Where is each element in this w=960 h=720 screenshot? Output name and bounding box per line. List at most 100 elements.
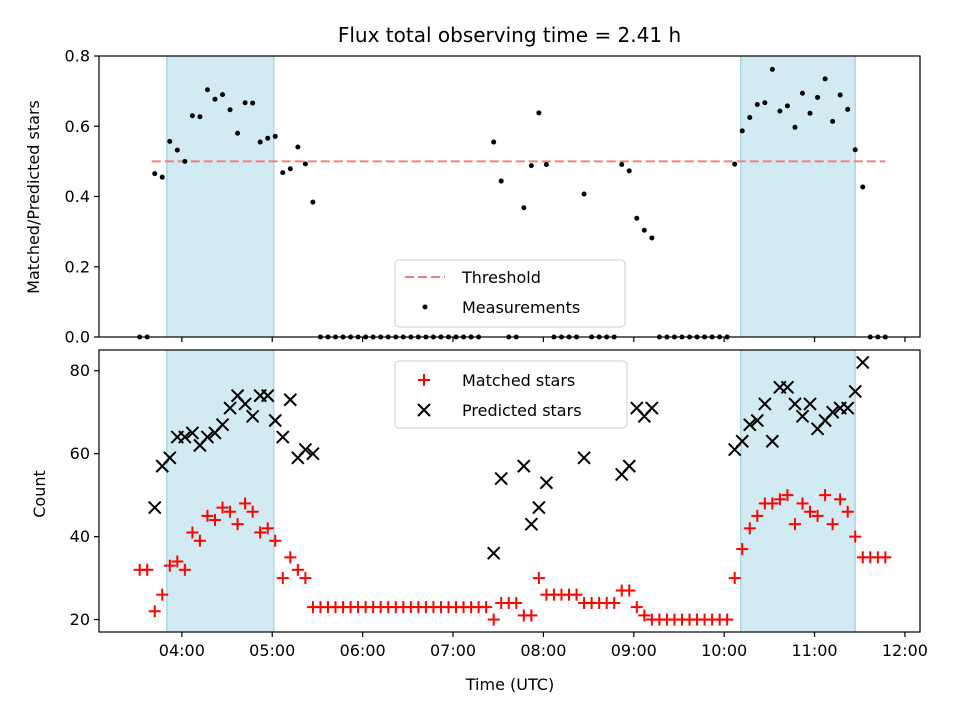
predicted-star-point xyxy=(223,401,237,415)
predicted-star-point xyxy=(298,442,313,457)
measurement-point xyxy=(272,133,278,139)
bottom-x-tick-label: 12:00 xyxy=(882,641,928,660)
measurement-point xyxy=(227,107,233,113)
bottom-x-tick-label: 05:00 xyxy=(249,641,295,660)
bottom-x-tick-label: 04:00 xyxy=(159,641,205,660)
observing-window-shade xyxy=(166,350,274,632)
top-y-tick-label: 0.4 xyxy=(65,187,90,206)
predicted-star-point xyxy=(539,475,554,490)
matched-star-point xyxy=(254,526,267,539)
measurement-point xyxy=(619,162,625,168)
top-y-tick-label: 0.6 xyxy=(65,117,90,136)
legend-measurements-swatch xyxy=(422,304,428,310)
measurement-point xyxy=(739,128,745,134)
predicted-star-point xyxy=(148,500,162,515)
measurement-point xyxy=(280,170,286,176)
matched-star-point xyxy=(246,505,259,518)
measurement-point xyxy=(732,161,738,167)
predicted-star-point xyxy=(268,413,282,428)
matched-star-point xyxy=(788,518,801,531)
matched-star-point xyxy=(721,613,734,626)
predicted-star-point xyxy=(758,397,772,411)
predicted-star-point xyxy=(803,397,817,411)
count-points-layer xyxy=(133,355,892,626)
matched-star-point xyxy=(276,572,289,585)
predicted-star-point xyxy=(517,459,531,473)
measurement-point xyxy=(197,114,203,120)
matched-star-point xyxy=(224,505,237,518)
matched-star-point xyxy=(834,493,847,506)
predicted-star-point xyxy=(825,405,840,419)
matched-star-point xyxy=(849,530,862,543)
measurement-point xyxy=(792,124,798,130)
predicted-star-point xyxy=(178,430,192,444)
measurement-point xyxy=(265,135,271,141)
measurement-point xyxy=(189,113,195,119)
bottom-x-tick-label: 06:00 xyxy=(340,641,386,660)
predicted-star-point xyxy=(750,413,765,428)
matched-star-point xyxy=(623,584,636,597)
legend-predicted-swatch xyxy=(417,403,431,417)
top-shaded-intervals xyxy=(166,56,856,337)
matched-star-point xyxy=(811,509,824,522)
predicted-star-point xyxy=(200,430,215,444)
matched-star-point xyxy=(186,526,199,539)
bottom-y-tick-label: 20 xyxy=(70,610,90,629)
predicted-star-point xyxy=(856,355,870,370)
matched-star-point xyxy=(743,522,756,535)
measurement-point xyxy=(822,76,828,82)
matched-star-point xyxy=(156,588,169,601)
matched-star-point xyxy=(570,588,583,601)
matched-star-point xyxy=(781,489,794,502)
matched-star-point xyxy=(638,609,651,622)
predicted-star-point xyxy=(283,393,298,407)
predicted-star-point xyxy=(780,380,795,395)
measurement-point xyxy=(762,100,768,106)
measurement-point xyxy=(581,191,587,197)
bottom-x-tick-label: 09:00 xyxy=(611,641,657,660)
measurement-point xyxy=(784,103,790,109)
matched-star-point xyxy=(163,559,176,572)
observing-window-shade xyxy=(740,350,856,632)
measurement-point xyxy=(543,162,549,168)
bottom-y-axis-ticks: 20 40 60 80 xyxy=(70,361,99,629)
matched-star-point xyxy=(216,501,229,514)
measurement-point xyxy=(174,147,180,153)
legend-matched-swatch xyxy=(418,374,430,386)
measurement-point xyxy=(649,235,655,241)
bottom-y-axis-label: Count xyxy=(30,470,49,518)
measurement-point xyxy=(302,161,308,167)
bottom-x-tick-label: 11:00 xyxy=(791,641,837,660)
predicted-star-point xyxy=(306,446,320,461)
predicted-star-point xyxy=(848,384,862,399)
measurement-point xyxy=(528,163,534,169)
matched-star-point xyxy=(510,596,523,609)
predicted-star-point xyxy=(622,459,636,473)
matched-star-point xyxy=(804,505,817,518)
matched-star-point xyxy=(796,497,809,510)
top-y-axis-label: Matched/Predicted stars xyxy=(24,100,43,294)
measurement-point xyxy=(498,178,504,184)
measurement-point xyxy=(212,96,218,102)
matched-star-point xyxy=(751,509,764,522)
measurement-point xyxy=(634,215,640,221)
matched-star-point xyxy=(193,534,206,547)
measurement-point xyxy=(845,106,851,112)
predicted-star-point xyxy=(163,451,177,465)
bottom-x-tick-label: 07:00 xyxy=(430,641,476,660)
measurement-point xyxy=(747,114,753,120)
measurement-point xyxy=(777,108,783,114)
observing-window-shade xyxy=(740,56,856,337)
predicted-star-point xyxy=(245,409,260,424)
measurement-point xyxy=(287,166,293,172)
legend-predicted-label: Predicted stars xyxy=(462,401,582,420)
predicted-star-point xyxy=(735,434,749,448)
legend-matched-label: Matched stars xyxy=(462,371,575,390)
measurement-point xyxy=(626,168,632,174)
measurement-point xyxy=(769,66,775,72)
bottom-y-tick-label: 60 xyxy=(70,444,90,463)
predicted-star-point xyxy=(795,409,810,424)
bottom-x-tick-label: 08:00 xyxy=(520,641,566,660)
measurement-point xyxy=(807,110,813,116)
